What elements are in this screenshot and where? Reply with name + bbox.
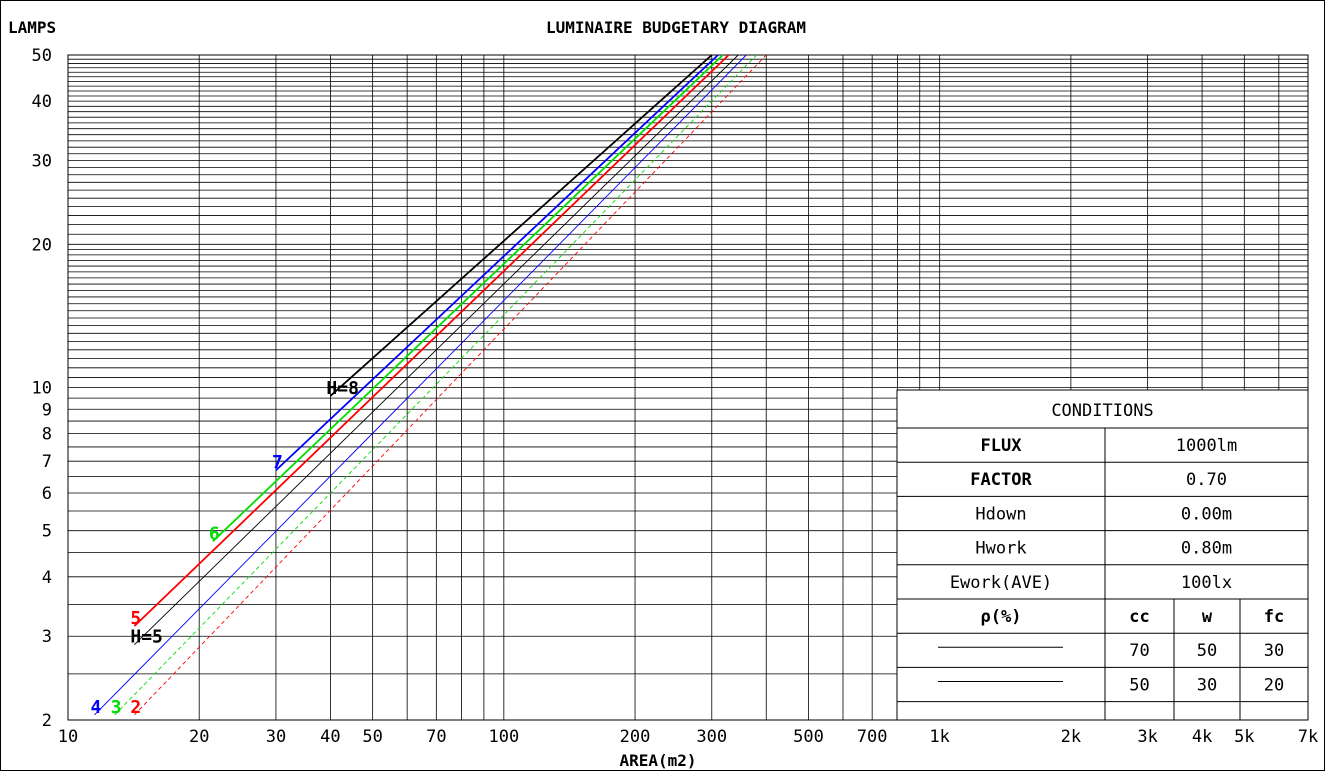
series-label: H=8 xyxy=(326,378,359,399)
y-tick-label: 3 xyxy=(42,627,52,647)
series-label: 3 xyxy=(111,697,122,718)
series-line xyxy=(134,54,739,645)
x-tick-label: 70 xyxy=(426,727,446,747)
condition-value: 0.00m xyxy=(1181,504,1232,524)
y-axis-label: LAMPS xyxy=(8,18,56,37)
y-tick-label: 50 xyxy=(32,46,52,66)
y-tick-label: 2 xyxy=(42,711,52,731)
y-tick-label: 6 xyxy=(42,484,52,504)
series-label: 4 xyxy=(90,697,101,718)
y-tick-label: 7 xyxy=(42,452,52,472)
x-tick-label: 50 xyxy=(362,727,382,747)
series-label: 7 xyxy=(272,452,283,473)
plot-frame xyxy=(67,54,1309,721)
y-tick-label: 20 xyxy=(32,235,52,255)
rho-header: fc xyxy=(1264,607,1284,627)
rho-value: 50 xyxy=(1129,675,1149,695)
rho-header: w xyxy=(1202,607,1213,627)
condition-value: 0.80m xyxy=(1181,539,1232,559)
x-tick-label: 7k xyxy=(1298,727,1318,747)
y-tick-label: 30 xyxy=(32,152,52,172)
x-tick-label: 1k xyxy=(929,727,949,747)
x-tick-label: 10 xyxy=(58,727,78,747)
condition-key: FACTOR xyxy=(970,470,1032,490)
conditions-title: CONDITIONS xyxy=(1051,401,1153,421)
x-tick-label: 2k xyxy=(1061,727,1081,747)
axis-labels: 10 20 30 40 50 70 100 200 300 500 700 1k 2k 3k 4k 5k 7k 2… xyxy=(32,46,1319,747)
condition-key: Hwork xyxy=(975,539,1026,559)
x-tick-label: 4k xyxy=(1192,727,1212,747)
condition-value: 0.70 xyxy=(1186,470,1227,490)
rho-value: 50 xyxy=(1197,641,1217,661)
y-tick-label: 9 xyxy=(42,400,52,420)
condition-value: 100lx xyxy=(1181,573,1232,593)
y-tick-label: 5 xyxy=(42,522,52,542)
series-label: H=5 xyxy=(130,627,163,648)
x-tick-label: 3k xyxy=(1137,727,1157,747)
y-tick-label: 4 xyxy=(42,568,52,588)
rho-header: cc xyxy=(1129,607,1149,627)
x-tick-label: 500 xyxy=(793,727,824,747)
x-tick-label: 30 xyxy=(266,727,286,747)
condition-key: Hdown xyxy=(975,504,1026,524)
series-line xyxy=(212,54,724,542)
series-label: 6 xyxy=(209,523,220,544)
x-axis-label: AREA(m2) xyxy=(619,751,696,770)
x-tick-label: 700 xyxy=(857,727,888,747)
rho-value: 30 xyxy=(1264,641,1284,661)
y-tick-label: 40 xyxy=(32,92,52,112)
y-tick-label: 8 xyxy=(42,425,52,445)
series-line xyxy=(94,54,747,716)
x-tick-label: 40 xyxy=(320,727,340,747)
series-label: 2 xyxy=(130,697,141,718)
series-line xyxy=(329,54,713,397)
y-tick-label: 10 xyxy=(32,379,52,399)
rho-value: 20 xyxy=(1264,675,1284,695)
conditions-box xyxy=(896,389,1309,721)
x-tick-label: 5k xyxy=(1234,727,1254,747)
series-line xyxy=(134,54,767,716)
rho-value: 70 xyxy=(1129,641,1149,661)
x-tick-label: 200 xyxy=(620,727,651,747)
x-tick-label: 100 xyxy=(488,727,519,747)
x-tick-label: 20 xyxy=(189,727,209,747)
series-layer: H=8 7 6 5H=5 4 3 2 xyxy=(90,54,767,718)
series-label: 5 xyxy=(130,608,141,629)
series-line xyxy=(133,54,730,627)
condition-key: FLUX xyxy=(981,436,1023,456)
x-tick-label: 300 xyxy=(696,727,727,747)
rho-value: 30 xyxy=(1197,675,1217,695)
conditions-table: CONDITIONS FLUX 1000lm FACTOR 0.70 Hdown 0.00m… xyxy=(896,389,1309,721)
series-line xyxy=(275,54,719,471)
condition-value: 1000lm xyxy=(1176,436,1237,456)
condition-key: Ework(AVE) xyxy=(950,573,1052,593)
chart-title: LUMINAIRE BUDGETARY DIAGRAM xyxy=(546,18,806,37)
rho-label: ρ(%) xyxy=(981,607,1022,627)
